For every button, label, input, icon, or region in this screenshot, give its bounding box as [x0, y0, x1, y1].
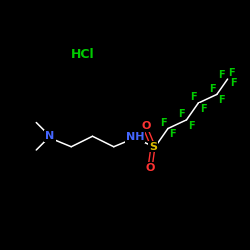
- Text: NH: NH: [126, 132, 144, 142]
- Text: S: S: [149, 142, 157, 152]
- Text: F: F: [200, 104, 206, 114]
- Text: F: F: [228, 68, 235, 78]
- Text: F: F: [230, 78, 237, 88]
- Text: HCl: HCl: [71, 48, 94, 62]
- Text: O: O: [141, 121, 151, 131]
- Text: F: F: [218, 70, 225, 80]
- Text: F: F: [188, 120, 195, 130]
- Text: N: N: [46, 131, 54, 141]
- Text: F: F: [178, 109, 185, 119]
- Text: F: F: [160, 118, 166, 128]
- Text: F: F: [218, 95, 225, 105]
- Text: F: F: [170, 129, 176, 139]
- Text: F: F: [209, 84, 215, 94]
- Text: O: O: [146, 163, 155, 173]
- Text: F: F: [190, 92, 197, 102]
